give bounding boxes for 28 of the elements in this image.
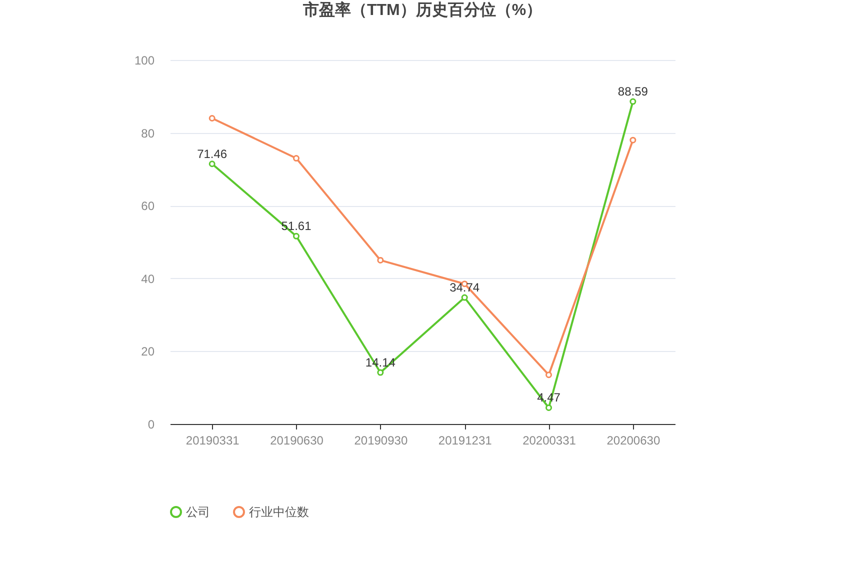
y-tick-label: 100: [134, 54, 155, 68]
y-tick-label: 40: [141, 272, 155, 286]
chart-title: 市盈率（TTM）历史百分位（%）: [302, 0, 542, 19]
point: [630, 136, 636, 144]
point: [293, 232, 300, 240]
legend-label: 公司: [186, 505, 210, 519]
point: [208, 160, 216, 168]
x-tick-label: 20190930: [354, 434, 408, 448]
data-label: 71.46: [197, 146, 228, 161]
point: [630, 98, 636, 105]
y-tick-label: 80: [141, 126, 155, 140]
x-tick-label: 20190331: [186, 434, 240, 448]
x-tick-label: 20200331: [522, 434, 576, 448]
x-tick-label: 20191231: [438, 434, 492, 448]
x-tick-label: 20200630: [606, 434, 660, 448]
point: [461, 294, 468, 301]
point: [208, 114, 216, 122]
point: [546, 372, 552, 378]
data-label: 88.59: [618, 84, 648, 99]
point: [546, 404, 552, 411]
y-tick-label: 0: [148, 418, 155, 432]
y-tick-label: 60: [141, 199, 155, 214]
point: [377, 369, 384, 376]
y-tick-label: 20: [141, 344, 155, 359]
point: [377, 256, 384, 264]
x-tick-label: 20190630: [270, 434, 324, 448]
legend-label: 行业中位数: [249, 505, 309, 519]
point: [293, 155, 300, 162]
